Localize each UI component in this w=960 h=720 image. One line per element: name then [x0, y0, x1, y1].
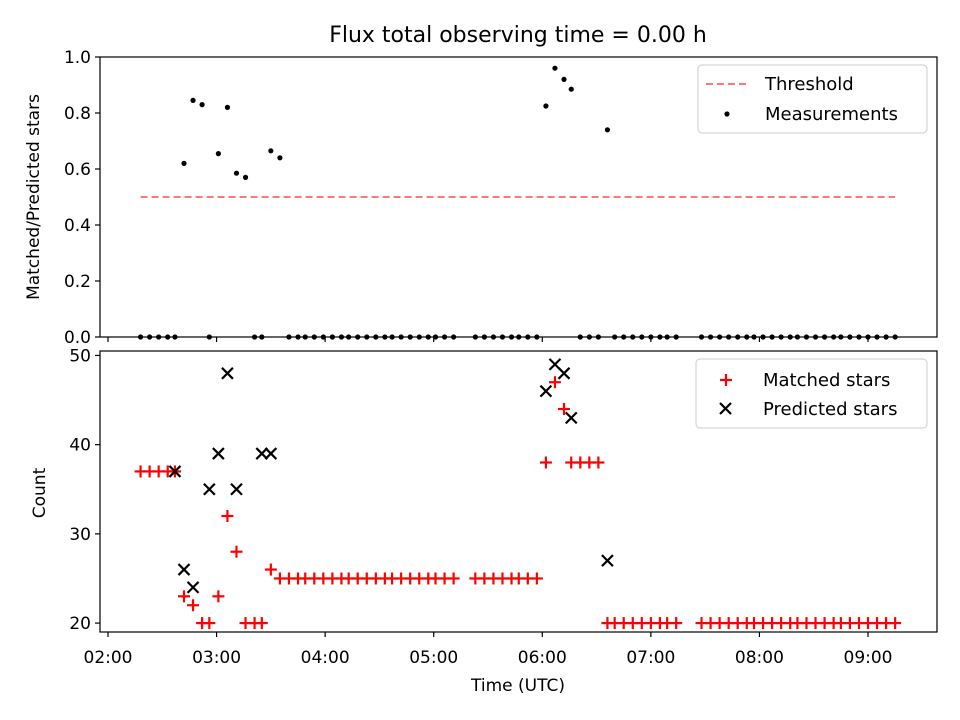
- bottom-axis-ticks: 20 30 40 50 02:00 03:00 04:00 05:00 06:00 07:00 08…: [69, 346, 892, 668]
- top-axis-ticks: 0.0 0.2 0.4 0.6 0.8 1.0: [64, 48, 869, 348]
- predicted-star-point: [601, 554, 614, 567]
- predicted-star-point: [221, 367, 234, 380]
- legend-matched-label: Matched stars: [763, 370, 890, 391]
- measurement-point: [268, 148, 274, 154]
- matched-star-point: [178, 590, 190, 603]
- x-tick-label: 05:00: [409, 648, 458, 668]
- measurement-point: [224, 104, 231, 110]
- matched-star-point: [889, 617, 902, 630]
- top-chart-title: Flux total observing time = 0.00 h: [329, 23, 707, 48]
- x-tick-label: 06:00: [518, 648, 567, 668]
- matched-star-point: [203, 617, 216, 630]
- predicted-star-point: [557, 367, 571, 380]
- predicted-star-point: [212, 447, 225, 460]
- predicted-star-point: [564, 411, 578, 425]
- matched-star-point: [264, 563, 277, 576]
- predicted-star-point: [186, 581, 200, 594]
- top-y-tick-label: 0.4: [64, 216, 91, 236]
- measurement-point: [215, 151, 221, 157]
- predicted-star-point: [168, 465, 182, 478]
- measurement-point: [242, 174, 249, 180]
- bottom-legend-box: [695, 358, 928, 429]
- bottom-y-tick-label: 40: [69, 436, 91, 456]
- matched-star-point: [255, 617, 268, 630]
- matched-star-point: [530, 572, 543, 585]
- measurement-point: [199, 102, 205, 108]
- legend-measurements-swatch: [724, 111, 730, 117]
- top-y-tick-label: 0.8: [64, 104, 91, 124]
- matched-star-point: [548, 376, 561, 389]
- measurement-point: [604, 127, 611, 133]
- matched-star-point: [539, 456, 552, 469]
- bottom-y-tick-label: 30: [69, 525, 91, 545]
- top-y-tick-label: 0.6: [64, 160, 91, 180]
- matched-star-point: [230, 545, 243, 558]
- predicted-star-point: [539, 384, 553, 398]
- x-tick-label: 04:00: [301, 648, 350, 668]
- measurement-point: [181, 160, 187, 166]
- matched-star-point: [447, 572, 460, 585]
- top-axes-frame: [99, 56, 938, 338]
- legend-matched-swatch: [720, 374, 732, 386]
- bottom-legend: Matched stars Predicted stars: [695, 358, 928, 429]
- measurement-point: [568, 86, 574, 92]
- measurement-point: [552, 65, 558, 71]
- predicted-star-point: [255, 447, 269, 460]
- counts-series: [134, 358, 902, 630]
- predicted-star-point: [203, 482, 216, 496]
- x-tick-label: 08:00: [735, 648, 784, 668]
- legend-threshold-label: Threshold: [764, 74, 854, 95]
- top-y-axis-label: Matched/Predicted stars: [24, 94, 44, 300]
- bottom-y-tick-label: 20: [69, 614, 91, 634]
- measurement-point: [543, 103, 549, 109]
- top-legend: Threshold Measurements: [697, 64, 928, 134]
- measurement-point: [233, 170, 240, 176]
- predicted-star-point: [177, 563, 191, 576]
- matched-star-point: [592, 456, 605, 469]
- x-axis-label: Time (UTC): [470, 676, 565, 696]
- predicted-star-point: [264, 447, 278, 460]
- matched-star-point: [212, 590, 225, 603]
- bottom-panel: 20 30 40 50 02:00 03:00 04:00 05:00 06:00 07:00 08…: [30, 346, 938, 696]
- top-y-tick-label: 0.0: [64, 328, 91, 348]
- predicted-star-point: [230, 482, 243, 496]
- top-y-tick-label: 0.2: [64, 272, 91, 292]
- matched-star-point: [187, 599, 200, 612]
- bottom-y-tick-label: 50: [69, 346, 91, 366]
- legend-measurements-label: Measurements: [765, 104, 898, 125]
- measurement-point: [190, 97, 196, 103]
- bottom-y-axis-label: Count: [30, 467, 50, 518]
- bottom-axes-frame: [99, 350, 938, 633]
- x-tick-label: 02:00: [84, 648, 133, 668]
- top-legend-box: [697, 64, 928, 134]
- top-y-tick-label: 1.0: [64, 48, 91, 68]
- matched-star-point: [670, 617, 683, 630]
- measurement-point: [277, 155, 283, 161]
- legend-predicted-label: Predicted stars: [763, 399, 897, 420]
- matched-star-point: [558, 402, 570, 415]
- x-tick-label: 09:00: [844, 648, 893, 668]
- top-panel: Flux total observing time = 0.00 h 0.00.…: [24, 23, 938, 348]
- matched-star-point: [221, 510, 234, 523]
- x-tick-label: 03:00: [192, 648, 241, 668]
- measurement-point: [561, 76, 567, 82]
- x-tick-label: 07:00: [626, 648, 675, 668]
- legend-predicted-swatch: [719, 402, 732, 415]
